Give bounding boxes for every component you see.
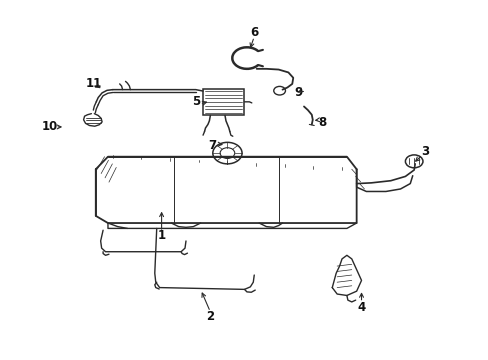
Text: 3: 3: [420, 145, 428, 158]
Text: 10: 10: [41, 120, 58, 133]
Text: 8: 8: [318, 116, 326, 129]
Text: 4: 4: [357, 301, 365, 314]
Text: 9: 9: [293, 86, 302, 99]
Text: 1: 1: [157, 229, 165, 242]
Text: 2: 2: [206, 310, 214, 323]
Bar: [203, 89, 244, 116]
Text: 11: 11: [85, 77, 101, 90]
Text: 7: 7: [208, 139, 216, 152]
Text: 6: 6: [250, 27, 258, 40]
Text: 5: 5: [191, 95, 200, 108]
